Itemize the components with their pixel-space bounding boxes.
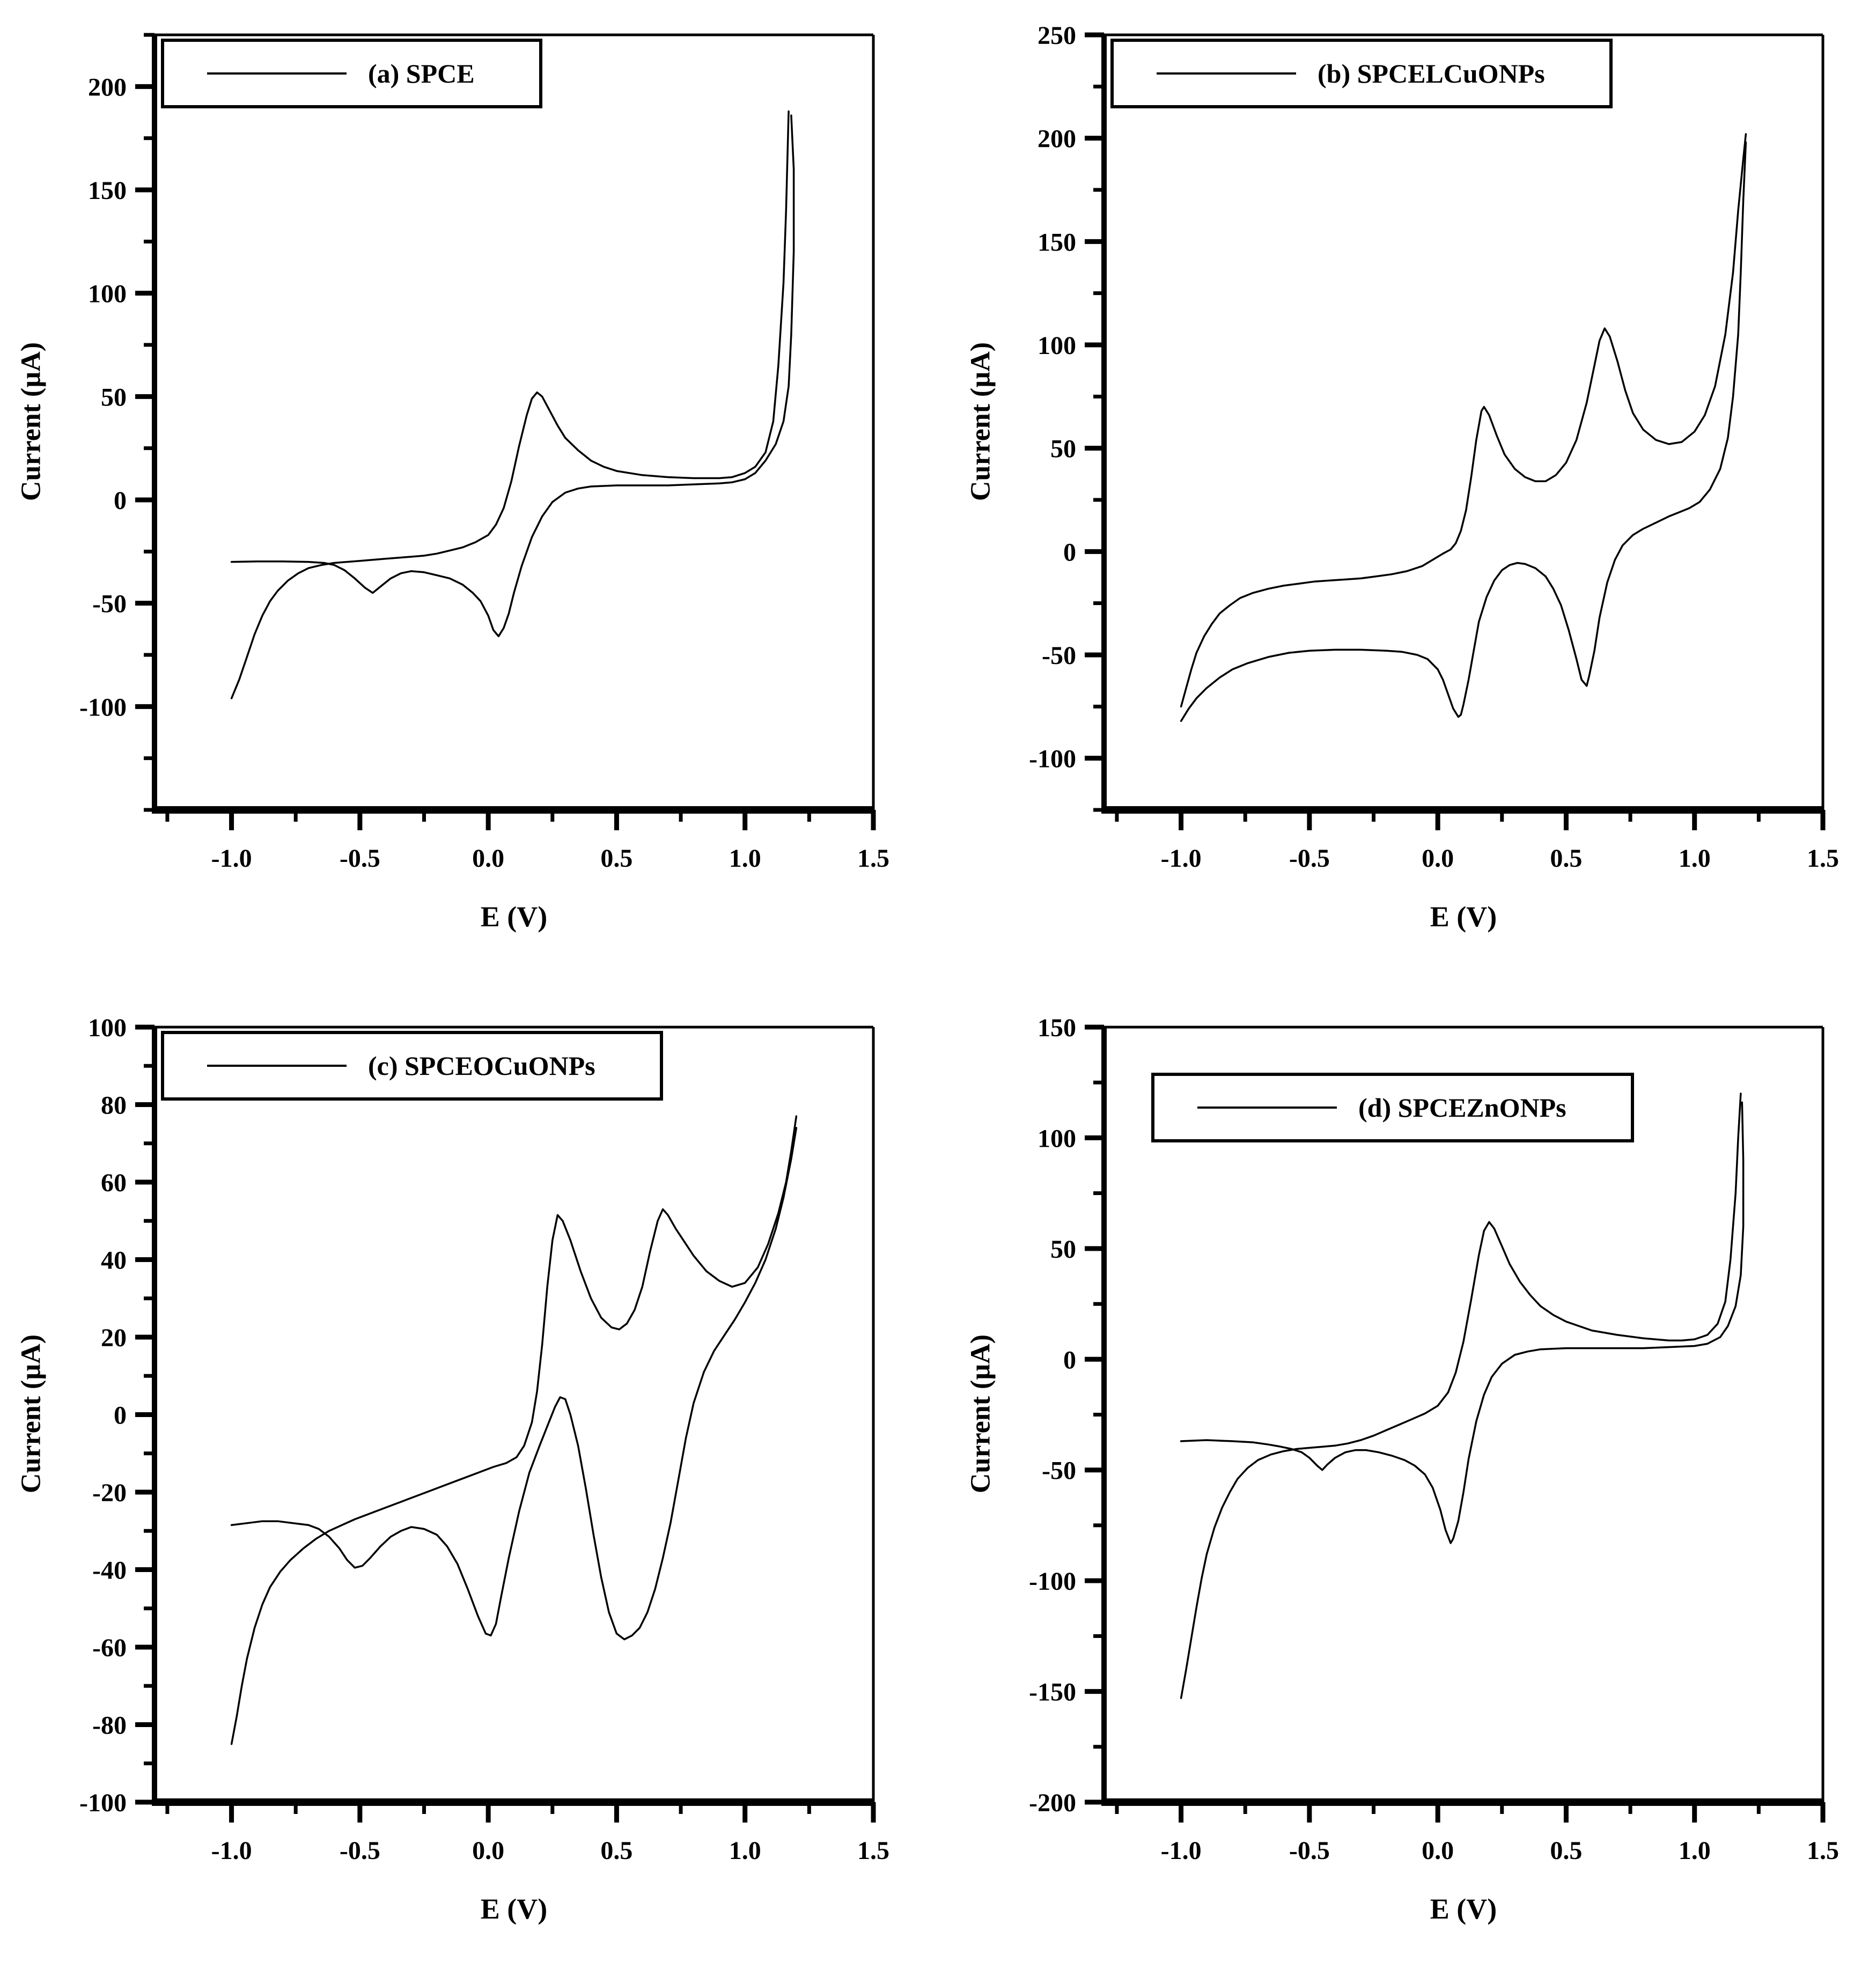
y-tick-label: -50 — [1042, 1457, 1076, 1485]
y-axis-label: Current (µA) — [16, 1334, 47, 1494]
y-tick-label: 100 — [1038, 331, 1076, 360]
legend-c: (c) SPCEOCuONPs — [161, 1031, 663, 1101]
y-tick-label: 50 — [101, 383, 127, 411]
y-tick-label: 150 — [1038, 228, 1076, 256]
y-axis-label: Current (µA) — [965, 1334, 996, 1494]
y-tick-label: -100 — [1029, 1567, 1076, 1596]
x-tick-label: -1.0 — [211, 844, 252, 873]
x-tick-label: 1.0 — [729, 1836, 761, 1865]
cv-curve-reverse-scan — [230, 1127, 798, 1641]
y-tick-label: 150 — [88, 176, 127, 205]
x-tick-label: -0.5 — [340, 1836, 380, 1865]
x-tick-label: 0.0 — [472, 844, 504, 873]
y-tick-label: -100 — [79, 693, 127, 721]
x-tick-label: 1.0 — [1679, 844, 1711, 873]
legend-line-sample — [207, 72, 347, 75]
y-tick-label: -60 — [92, 1634, 127, 1662]
x-tick-label: 1.5 — [857, 1836, 889, 1865]
legend-label: (c) SPCEOCuONPs — [368, 1051, 595, 1081]
y-axis-label: Current (µA) — [16, 342, 47, 501]
y-tick-label: -80 — [92, 1712, 127, 1740]
x-tick-label: 0.5 — [600, 844, 632, 873]
y-tick-label: -50 — [1042, 641, 1076, 670]
y-tick-label: -40 — [92, 1556, 127, 1585]
y-tick-label: 0 — [1063, 538, 1076, 566]
x-axis-label: E (V) — [480, 1893, 548, 1925]
y-tick-label: 250 — [1038, 21, 1076, 50]
x-tick-label: 1.5 — [1807, 1836, 1839, 1865]
x-tick-label: -0.5 — [340, 844, 380, 873]
x-axis-label: E (V) — [1430, 901, 1497, 933]
cv-curve-forward-scan — [1180, 1093, 1742, 1699]
y-tick-label: 100 — [1038, 1124, 1076, 1153]
y-tick-label: 20 — [101, 1324, 127, 1352]
y-tick-label: 40 — [101, 1246, 127, 1275]
y-tick-label: 100 — [88, 280, 127, 308]
legend-label: (d) SPCEZnONPs — [1358, 1093, 1566, 1123]
legend-b: (b) SPCELCuONPs — [1110, 39, 1613, 108]
y-tick-label: 200 — [1038, 125, 1076, 153]
x-tick-label: -0.5 — [1289, 1836, 1330, 1865]
y-tick-label: -100 — [1029, 745, 1076, 773]
y-tick-label: -20 — [92, 1479, 127, 1507]
legend-a: (a) SPCE — [161, 39, 542, 108]
y-tick-label: 80 — [101, 1091, 127, 1120]
x-tick-label: -1.0 — [211, 1836, 252, 1865]
panel-a: Current (µA) 200 150 100 50 0 -50 -100 -1.0 -0.5… — [15, 16, 906, 982]
y-tick-label: 200 — [88, 73, 127, 101]
y-tick-label: 50 — [1050, 1235, 1076, 1264]
cv-curve-reverse-scan — [1180, 141, 1747, 722]
y-tick-label: -50 — [92, 590, 127, 618]
x-tick-label: 0.5 — [1550, 844, 1582, 873]
legend-d: (d) SPCEZnONPs — [1151, 1073, 1634, 1142]
y-tick-label: -150 — [1029, 1678, 1076, 1707]
x-tick-label: 1.5 — [857, 844, 889, 873]
plot-svg-d: 150 100 50 0 -50 -100 -150 -200 -1.0 -0.5 0.0 0.5 1.… — [1029, 1014, 1839, 1865]
y-tick-label: 100 — [88, 1014, 127, 1042]
legend-line-sample — [207, 1065, 347, 1067]
x-tick-label: 1.0 — [1679, 1836, 1711, 1865]
y-tick-label: 0 — [114, 486, 127, 515]
y-tick-label: 0 — [114, 1401, 127, 1430]
y-axis-label: Current (µA) — [965, 342, 996, 501]
cv-curve-forward-scan — [1180, 133, 1747, 708]
legend-label: (a) SPCE — [368, 58, 475, 88]
x-tick-label: 0.0 — [472, 1836, 504, 1865]
cv-curve-forward-scan — [230, 1115, 798, 1745]
x-tick-label: -1.0 — [1161, 1836, 1202, 1865]
y-tick-label: -200 — [1029, 1789, 1076, 1817]
y-tick-label: 0 — [1063, 1346, 1076, 1374]
plot-svg-a: 200 150 100 50 0 -50 -100 -1.0 -0.5 0.0 0.5 1.0 1.5 — [79, 33, 889, 873]
legend-label: (b) SPCELCuONPs — [1318, 58, 1545, 88]
x-tick-label: -0.5 — [1289, 844, 1330, 873]
x-axis-label: E (V) — [480, 901, 548, 933]
x-tick-label: 1.0 — [729, 844, 761, 873]
x-tick-label: -1.0 — [1161, 844, 1202, 873]
cv-curve-reverse-scan — [230, 114, 795, 638]
y-tick-label: -100 — [79, 1789, 127, 1817]
cv-curve-forward-scan — [230, 110, 790, 699]
panel-c: Current (µA) 100 80 60 40 20 0 -20 -40 -60 -80 -10… — [15, 1008, 906, 1974]
x-tick-label: 0.5 — [600, 1836, 632, 1865]
cv-curve-reverse-scan — [1180, 1101, 1745, 1544]
panel-b: Current (µA) 250 200 150 100 50 0 -50 -100 -1.0 -… — [965, 16, 1855, 982]
y-tick-label: 150 — [1038, 1014, 1076, 1042]
plot-svg-c: 100 80 60 40 20 0 -20 -40 -60 -80 -100 -1.0 -0.5 0.0 0… — [79, 1014, 889, 1865]
y-tick-label: 60 — [101, 1169, 127, 1197]
legend-line-sample — [1157, 72, 1296, 75]
y-tick-label: 50 — [1050, 435, 1076, 463]
x-tick-label: 0.0 — [1422, 1836, 1454, 1865]
plot-svg-b: 250 200 150 100 50 0 -50 -100 -1.0 -0.5 0.0 0.5 1.0 1… — [1029, 21, 1839, 873]
x-tick-label: 0.5 — [1550, 1836, 1582, 1865]
panel-d: Current (µA) 150 100 50 0 -50 -100 -150 -200 -1.… — [965, 1008, 1855, 1974]
legend-line-sample — [1197, 1106, 1337, 1109]
x-tick-label: 0.0 — [1422, 844, 1454, 873]
x-tick-label: 1.5 — [1807, 844, 1839, 873]
x-axis-label: E (V) — [1430, 1893, 1497, 1925]
